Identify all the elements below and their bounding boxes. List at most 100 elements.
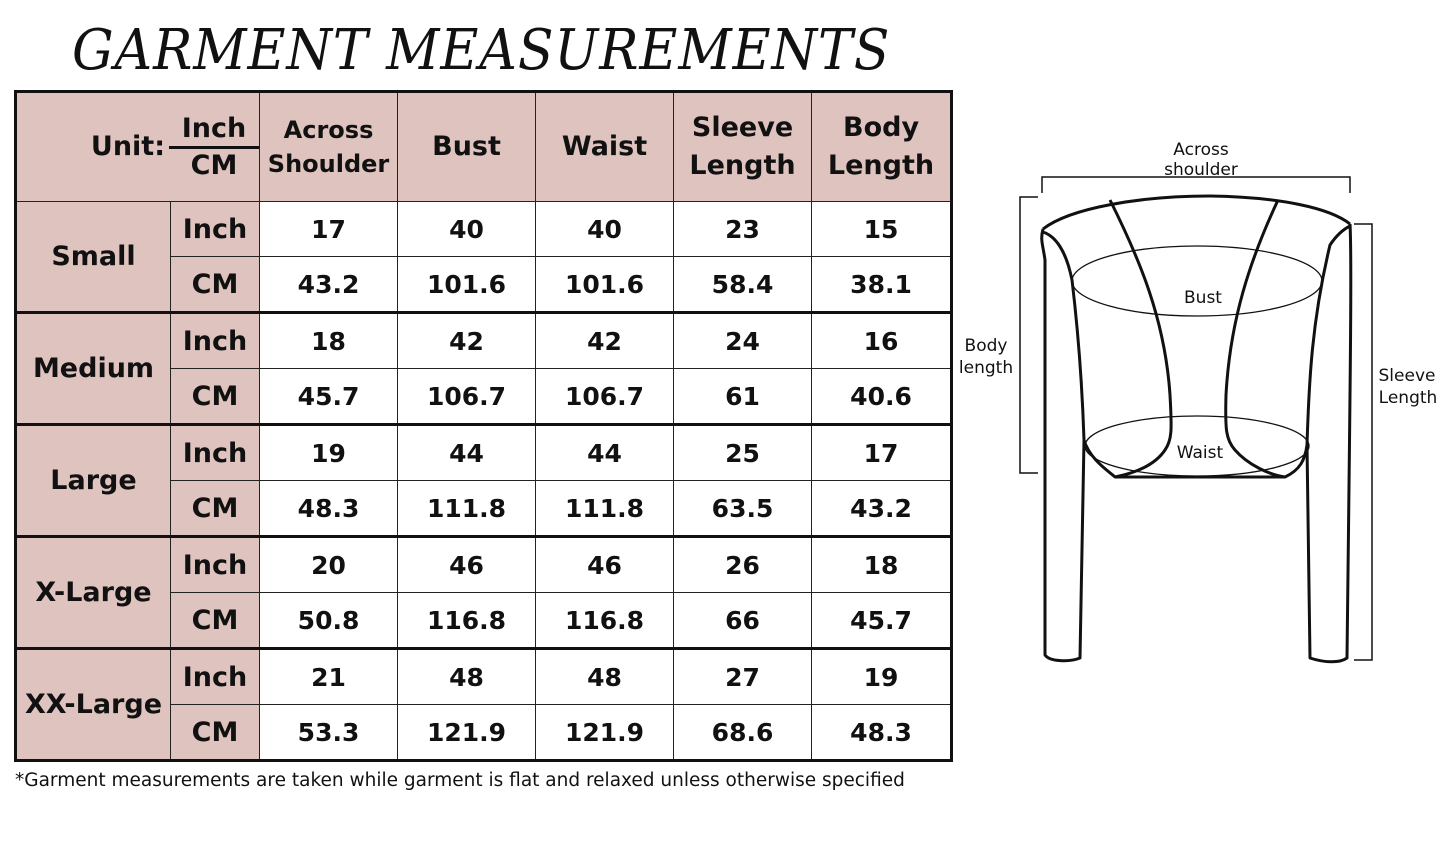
waist-ellipse [1084,415,1310,477]
col-body-length: Body Length [811,91,953,202]
table-row: CM 50.8 116.8 116.8 66 45.7 [16,592,953,650]
unit-label: CM [169,256,261,314]
col-sleeve-length: Sleeve Length [673,91,813,202]
measurement-cell: 40 [397,201,537,257]
header-line: Bust [432,131,501,162]
unit-header: Unit: Inch CM [14,91,261,202]
table-row: CM 53.3 121.9 121.9 68.6 48.3 [16,704,953,762]
measurement-cell: 27 [673,648,813,705]
measurement-cell: 61 [673,368,813,426]
header-line: Sleeve [691,112,794,143]
measurement-cell: 63.5 [673,480,813,538]
header-line: Waist [561,131,648,162]
table-row: X-Large Inch 20 46 46 26 18 [15,536,953,650]
measurement-cell: 45.7 [811,592,953,650]
unit-label: Inch [169,312,261,369]
size-label: Small [15,201,171,314]
measurement-cell: 46 [397,536,537,593]
measurement-cell: 48 [397,648,537,705]
label-bust: Bust [1184,288,1222,308]
across-shoulder-bracket [1041,176,1351,193]
measurement-cell: 18 [811,536,953,593]
measurement-cell: 111.8 [397,480,537,538]
size-label: X-Large [15,536,171,650]
measurement-cell: 101.6 [535,256,675,314]
table-row: CM 43.2 101.6 101.6 58.4 38.1 [16,256,953,314]
measurement-cell: 106.7 [397,368,537,426]
measurement-cell: 106.7 [535,368,675,426]
unit-inch: Inch [169,112,260,149]
measurement-cell: 58.4 [673,256,813,314]
header-line: Across [283,116,374,144]
header-line: Body [842,112,920,143]
size-label: Large [15,424,171,538]
measurement-cell: 48.3 [259,480,399,538]
label-sleeve: Sleeve [1379,366,1436,386]
body-length-bracket [1019,196,1038,474]
table-row: XX-Large Inch 21 48 48 27 19 [15,648,953,762]
measurement-cell: 17 [259,201,399,257]
size-label: Medium [15,312,171,426]
measurement-cell: 48 [535,648,675,705]
footnote: *Garment measurements are taken while ga… [15,770,905,791]
unit-cm: CM [190,149,238,181]
table-row: CM 48.3 111.8 111.8 63.5 43.2 [16,480,953,538]
sleeve-length-bracket [1354,223,1373,661]
table-row: Medium Inch 18 42 42 24 16 [15,312,953,426]
measurement-cell: 43.2 [811,480,953,538]
measurement-cell: 20 [259,536,399,593]
label-body: Body [965,336,1008,356]
measurement-table: Unit: Inch CM Across Shoulder Bust Waist … [14,90,954,762]
measurement-cell: 38.1 [811,256,953,314]
measurement-cell: 23 [673,201,813,257]
measurement-cell: 24 [673,312,813,369]
header-line: Length [689,150,796,181]
unit-label: Inch [169,536,261,593]
measurement-cell: 46 [535,536,675,593]
unit-label: Inch [169,424,261,481]
measurement-cell: 111.8 [535,480,675,538]
measurement-cell: 121.9 [397,704,537,762]
measurement-cell: 50.8 [259,592,399,650]
measurement-cell: 18 [259,312,399,369]
unit-label: Inch [169,201,261,257]
bust-ellipse [1071,245,1323,317]
measurement-cell: 19 [259,424,399,481]
measurement-cell: 25 [673,424,813,481]
measurement-cell: 16 [811,312,953,369]
garment-outline [1040,194,1353,664]
measurement-cell: 66 [673,592,813,650]
measurement-cell: 43.2 [259,256,399,314]
header-row: Unit: Inch CM Across Shoulder Bust Waist … [14,91,953,202]
label-shoulder: shoulder [1164,160,1238,180]
unit-label: Inch [169,648,261,705]
measurement-cell: 48.3 [811,704,953,762]
measurement-cell: 19 [811,648,953,705]
header-line: Shoulder [267,150,390,178]
measurement-cell: 121.9 [535,704,675,762]
measure-ellipses [1071,245,1323,477]
measurement-cell: 40.6 [811,368,953,426]
measurement-cell: 42 [535,312,675,369]
table-row: CM 45.7 106.7 106.7 61 40.6 [16,368,953,426]
measurement-cell: 44 [397,424,537,481]
measurement-cell: 15 [811,201,953,257]
table-row: Small Inch 17 40 40 23 15 [15,201,953,314]
table-row: Large Inch 19 44 44 25 17 [15,424,953,538]
measurement-cell: 17 [811,424,953,481]
unit-label: CM [169,368,261,426]
col-across-shoulder: Across Shoulder [259,91,399,202]
measurement-cell: 26 [673,536,813,593]
size-label: XX-Large [15,648,171,762]
measurement-cell: 21 [259,648,399,705]
col-waist: Waist [535,91,675,202]
measurement-cell: 116.8 [535,592,675,650]
label-body-length: length [959,358,1013,378]
unit-label: Unit: [90,131,166,162]
unit-label: CM [169,592,261,650]
measurement-cell: 45.7 [259,368,399,426]
measurement-cell: 40 [535,201,675,257]
measurement-cell: 42 [397,312,537,369]
measurement-cell: 116.8 [397,592,537,650]
